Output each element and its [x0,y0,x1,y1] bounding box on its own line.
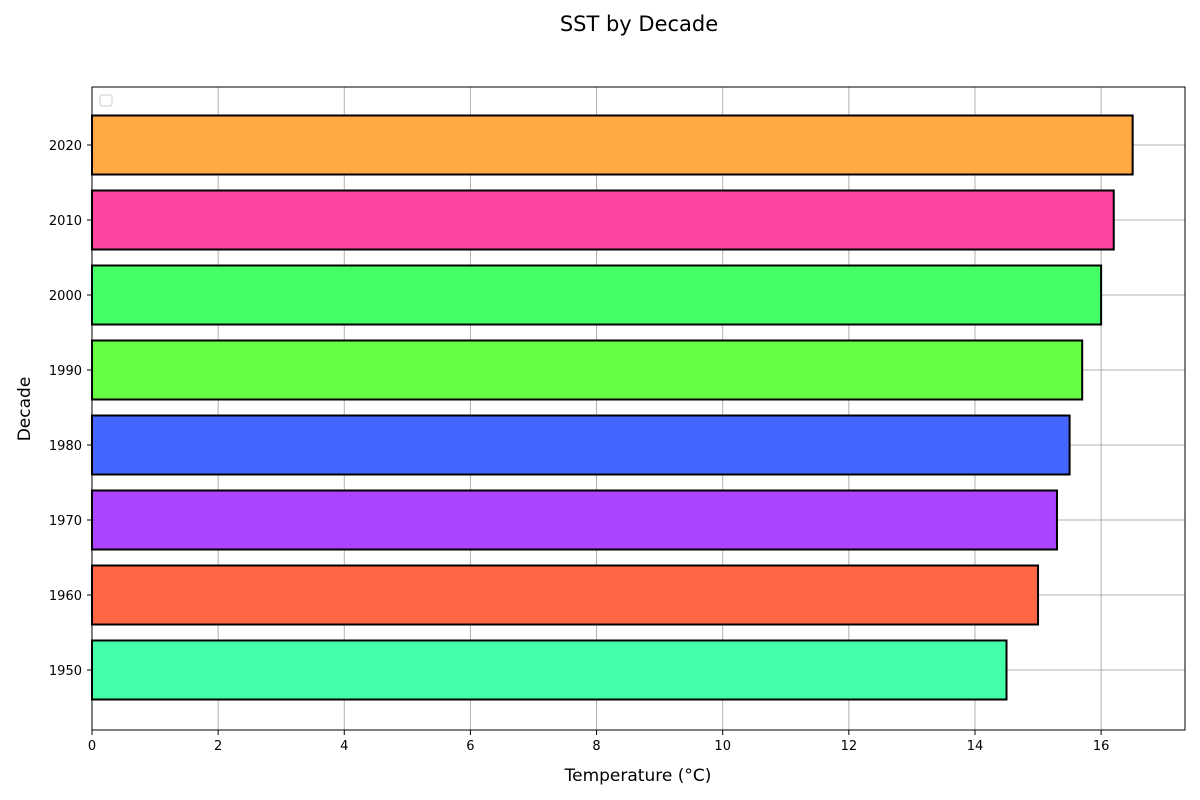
chart-title: SST by Decade [560,12,718,36]
x-tick-label: 10 [714,739,731,754]
bar-2020 [91,114,1134,176]
y-tick-label: 1990 [49,364,82,379]
y-tick-label: 2000 [49,289,82,304]
bar-1970 [91,489,1058,551]
bar-2010 [91,189,1115,251]
x-tick-label: 0 [88,739,96,754]
bars [91,114,1134,701]
x-tick-label: 2 [214,739,222,754]
grid-lines [91,87,1185,730]
bar-2000 [91,264,1103,326]
x-tick-label: 4 [340,739,348,754]
y-axis-ticks: 1950 1960 1970 1980 1990 2000 2010 2020 [49,139,92,679]
x-tick-label: 12 [841,739,858,754]
x-tick-label: 16 [1093,739,1110,754]
x-tick-label: 8 [592,739,600,754]
x-axis-ticks: 0 2 4 6 8 10 12 14 16 [88,730,1110,754]
y-tick-label: 1960 [49,589,82,604]
y-tick-label: 1980 [49,439,82,454]
y-axis-title: Decade [15,377,35,442]
x-axis-title: Temperature (°C) [564,766,712,786]
bar-1980 [91,414,1071,476]
y-tick-label: 1970 [49,514,82,529]
y-tick-label: 2020 [49,139,82,154]
y-tick-label: 2010 [49,214,82,229]
bar-1990 [91,339,1084,401]
x-tick-label: 6 [466,739,474,754]
legend-box [99,94,113,107]
bar-1960 [91,564,1040,626]
x-tick-label: 14 [967,739,984,754]
plot-area-frame [91,86,1186,731]
bar-1950 [91,639,1008,701]
y-tick-label: 1950 [49,664,82,679]
